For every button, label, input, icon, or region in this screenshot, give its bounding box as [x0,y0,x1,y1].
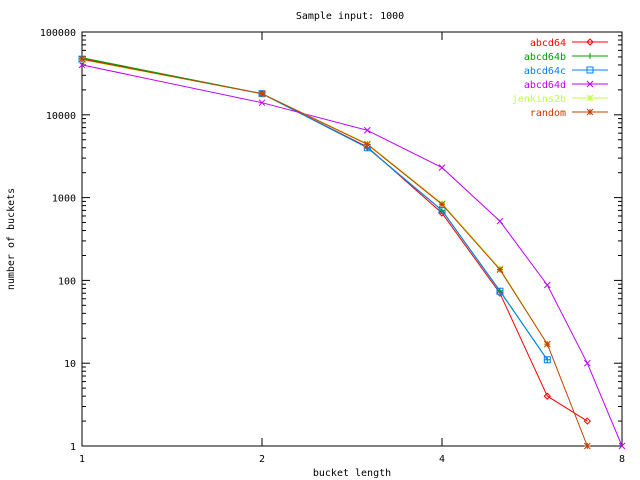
series-line-random [81,58,588,447]
data-point [543,356,551,364]
data-point [78,55,86,63]
legend-label: abcd64d [524,80,566,91]
legend-entry-abcd64d: abcd64d [524,80,608,91]
data-point [583,359,591,367]
legend-entry-abcd64: abcd64 [530,38,608,49]
y-tick-label: 100000 [40,28,76,39]
data-point [438,164,446,172]
data-point [363,140,371,148]
series-line-abcd64d [81,64,623,447]
data-point [78,61,86,69]
y-tick-label: 10 [64,359,76,370]
data-point [258,99,266,107]
data-point [543,392,552,400]
data-point [586,80,594,88]
data-point [587,53,593,59]
data-point [258,90,266,98]
legend-label: abcd64b [524,52,566,63]
legend-label: abcd64 [530,38,566,49]
data-point [586,38,594,46]
series-random [78,55,591,450]
data-point [586,94,594,102]
data-point [438,200,446,208]
y-tick-label: 100 [58,276,76,287]
x-axis: 1 2 4 8 [79,32,625,465]
data-point [496,287,504,295]
y-tick-label: 1000 [52,194,76,205]
plot-frame [81,31,623,447]
y-tick-label: 10000 [46,111,76,122]
data-point [496,289,504,297]
series-abcd64c [78,55,551,364]
data-point [586,108,594,116]
data-point [438,209,446,217]
legend-entry-jenkins2b: jenkins2b [512,94,608,105]
legend-entry-abcd64c: abcd64c [524,66,608,77]
legend: abcd64 abcd64b abcd64c abcd64d jenkins2b rand… [512,38,608,119]
data-point [438,206,446,214]
legend-label: random [530,108,566,119]
series-line-abcd64 [81,57,588,422]
chart-title: Sample input: 1000 [296,11,404,22]
x-axis-label: bucket length [313,468,391,479]
y-axis-label: number of buckets [6,188,17,290]
data-point [583,442,591,450]
data-point [496,217,504,225]
legend-entry-random: random [530,108,608,119]
data-point [363,126,371,134]
data-point [583,417,592,425]
series-line-abcd64b [81,57,548,361]
series-line-abcd64c [81,58,548,361]
y-tick-label: 1 [70,442,76,453]
data-point [543,281,551,289]
x-tick-label: 4 [439,454,445,465]
x-tick-label: 1 [79,454,85,465]
series-line-jenkins2b [81,59,548,345]
legend-label: jenkins2b [512,94,566,105]
x-tick-label: 2 [259,454,265,465]
x-tick-label: 8 [619,454,625,465]
legend-label: abcd64c [524,66,566,77]
series-abcd64b [79,54,551,363]
series-layer [78,54,626,450]
legend-entry-abcd64b: abcd64b [524,52,608,63]
y-axis: 1 10 100 1000 10000 100000 [40,28,622,453]
data-point [586,66,594,74]
data-point [618,442,626,450]
data-point [543,340,551,348]
data-point [496,266,504,273]
series-abcd64d [78,61,626,450]
